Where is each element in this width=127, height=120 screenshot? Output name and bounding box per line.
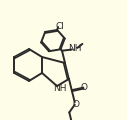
- Text: O: O: [72, 100, 79, 109]
- Text: NH: NH: [53, 84, 67, 93]
- Text: Cl: Cl: [55, 22, 64, 31]
- Text: NH: NH: [68, 44, 82, 53]
- Text: O: O: [81, 83, 88, 92]
